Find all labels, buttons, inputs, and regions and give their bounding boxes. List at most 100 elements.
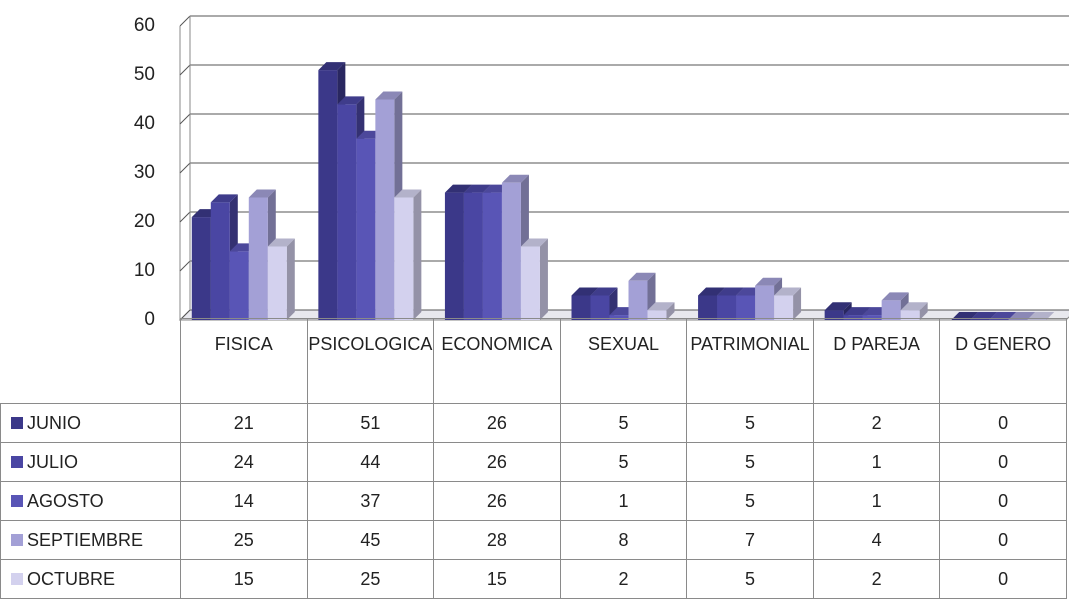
bar [501, 182, 521, 320]
x-tick-label-text: FISICA [214, 334, 273, 354]
value-cell: 0 [939, 520, 1067, 560]
x-tick-label-text: ECONOMICA [441, 334, 553, 354]
bar [463, 192, 483, 320]
y-tick-label: 40 [134, 113, 155, 134]
bar-side [286, 238, 295, 320]
bar-top [755, 277, 783, 286]
bar-side [539, 238, 548, 320]
bar [337, 104, 357, 321]
bar-top [444, 184, 472, 193]
value-cell: 1 [812, 442, 941, 482]
legend-label: AGOSTO [27, 490, 104, 511]
bar [318, 70, 338, 320]
bar-top [394, 189, 422, 198]
grid-diagonal [179, 260, 191, 272]
bar-top [248, 189, 276, 198]
value-cell: 44 [306, 442, 435, 482]
legend-swatch [11, 455, 23, 468]
bar [736, 295, 756, 320]
x-tick-label: ECONOMICA [433, 318, 561, 404]
legend-label: SEPTIEMBRE [27, 529, 144, 550]
header-row: FISICA PSICOLOGICA ECONOMICA SEXUAL PATRIMON… [0, 318, 1067, 404]
bar [824, 310, 844, 320]
value-cell: 51 [306, 403, 435, 443]
bar-side [666, 302, 675, 320]
value-cell: 25 [306, 559, 435, 599]
bar [717, 295, 737, 320]
value-cell-text: 15 [486, 568, 507, 589]
legend-entry: JULIO [0, 442, 181, 482]
grid-diagonal [179, 162, 191, 174]
value-cell-text: 0 [998, 412, 1009, 433]
value-cell: 5 [686, 559, 814, 599]
value-cell: 8 [559, 520, 688, 560]
bar [520, 246, 540, 320]
corner [0, 318, 181, 404]
value-cell-text: 28 [486, 529, 507, 550]
value-cell: 2 [812, 559, 941, 599]
value-cell: 26 [433, 481, 561, 521]
value-cell: 2 [559, 559, 688, 599]
legend-label: JULIO [27, 451, 79, 472]
bar [755, 285, 775, 320]
value-cell-text: 26 [486, 451, 507, 472]
bar [628, 280, 648, 320]
value-cell: 15 [180, 559, 308, 599]
bar [394, 197, 414, 320]
x-tick-label: PSICOLOGICA [306, 318, 435, 404]
x-tick-label-text: D GENERO [955, 334, 1052, 354]
bar-top [647, 302, 675, 311]
value-cell-text: 5 [745, 451, 756, 472]
grid-diagonal [179, 64, 191, 76]
value-cell: 0 [939, 559, 1067, 599]
legend-swatch [11, 572, 23, 585]
bar [210, 202, 230, 320]
bar-top [520, 238, 548, 247]
y-tick-label: 30 [134, 162, 155, 183]
bar-top [210, 194, 238, 203]
y-tick-label: 60 [134, 15, 155, 36]
value-cell: 4 [812, 520, 941, 560]
bar [229, 251, 249, 320]
x-tick-label: D PAREJA [812, 318, 941, 404]
bar [698, 295, 718, 320]
value-cell-text: 0 [998, 490, 1009, 511]
value-cell-text: 45 [360, 529, 381, 550]
legend-label: JUNIO [27, 412, 81, 433]
x-tick-label-text: SEXUAL [587, 334, 659, 354]
x-tick-label: PATRIMONIAL [686, 318, 814, 404]
legend-entry: OCTUBRE [0, 559, 181, 599]
value-cell-text: 24 [233, 451, 254, 472]
value-cell-text: 14 [233, 490, 254, 511]
bar [267, 246, 287, 320]
series-row: OCTUBRE 15 25 15 2 5 2 0 [0, 559, 1067, 599]
value-cell-text: 25 [360, 568, 381, 589]
legend-swatch [11, 494, 23, 507]
value-cell: 2 [812, 403, 941, 443]
value-cell: 26 [433, 442, 561, 482]
bar-top [501, 174, 529, 183]
value-cell-text: 5 [618, 412, 629, 433]
value-cell: 0 [939, 481, 1067, 521]
value-cell-text: 37 [360, 490, 381, 511]
bar [881, 300, 901, 320]
bar [590, 295, 610, 320]
value-cell-text: 2 [618, 568, 629, 589]
bar-top [774, 287, 802, 296]
value-cell-text: 7 [745, 529, 756, 550]
data-table: FISICA PSICOLOGICA ECONOMICA SEXUAL PATRIMON… [0, 318, 1067, 599]
value-cell-text: 2 [871, 568, 882, 589]
value-cell: 25 [180, 520, 308, 560]
x-tick-label-text: D PAREJA [833, 334, 920, 354]
legend-swatch [11, 416, 23, 429]
value-cell-text: 0 [998, 451, 1009, 472]
bar [900, 310, 920, 320]
bar [482, 192, 502, 320]
bar-side [413, 189, 422, 320]
value-cell: 21 [180, 403, 308, 443]
value-cell: 5 [686, 403, 814, 443]
value-cell: 5 [559, 442, 688, 482]
y-tick-label: 50 [134, 64, 155, 85]
